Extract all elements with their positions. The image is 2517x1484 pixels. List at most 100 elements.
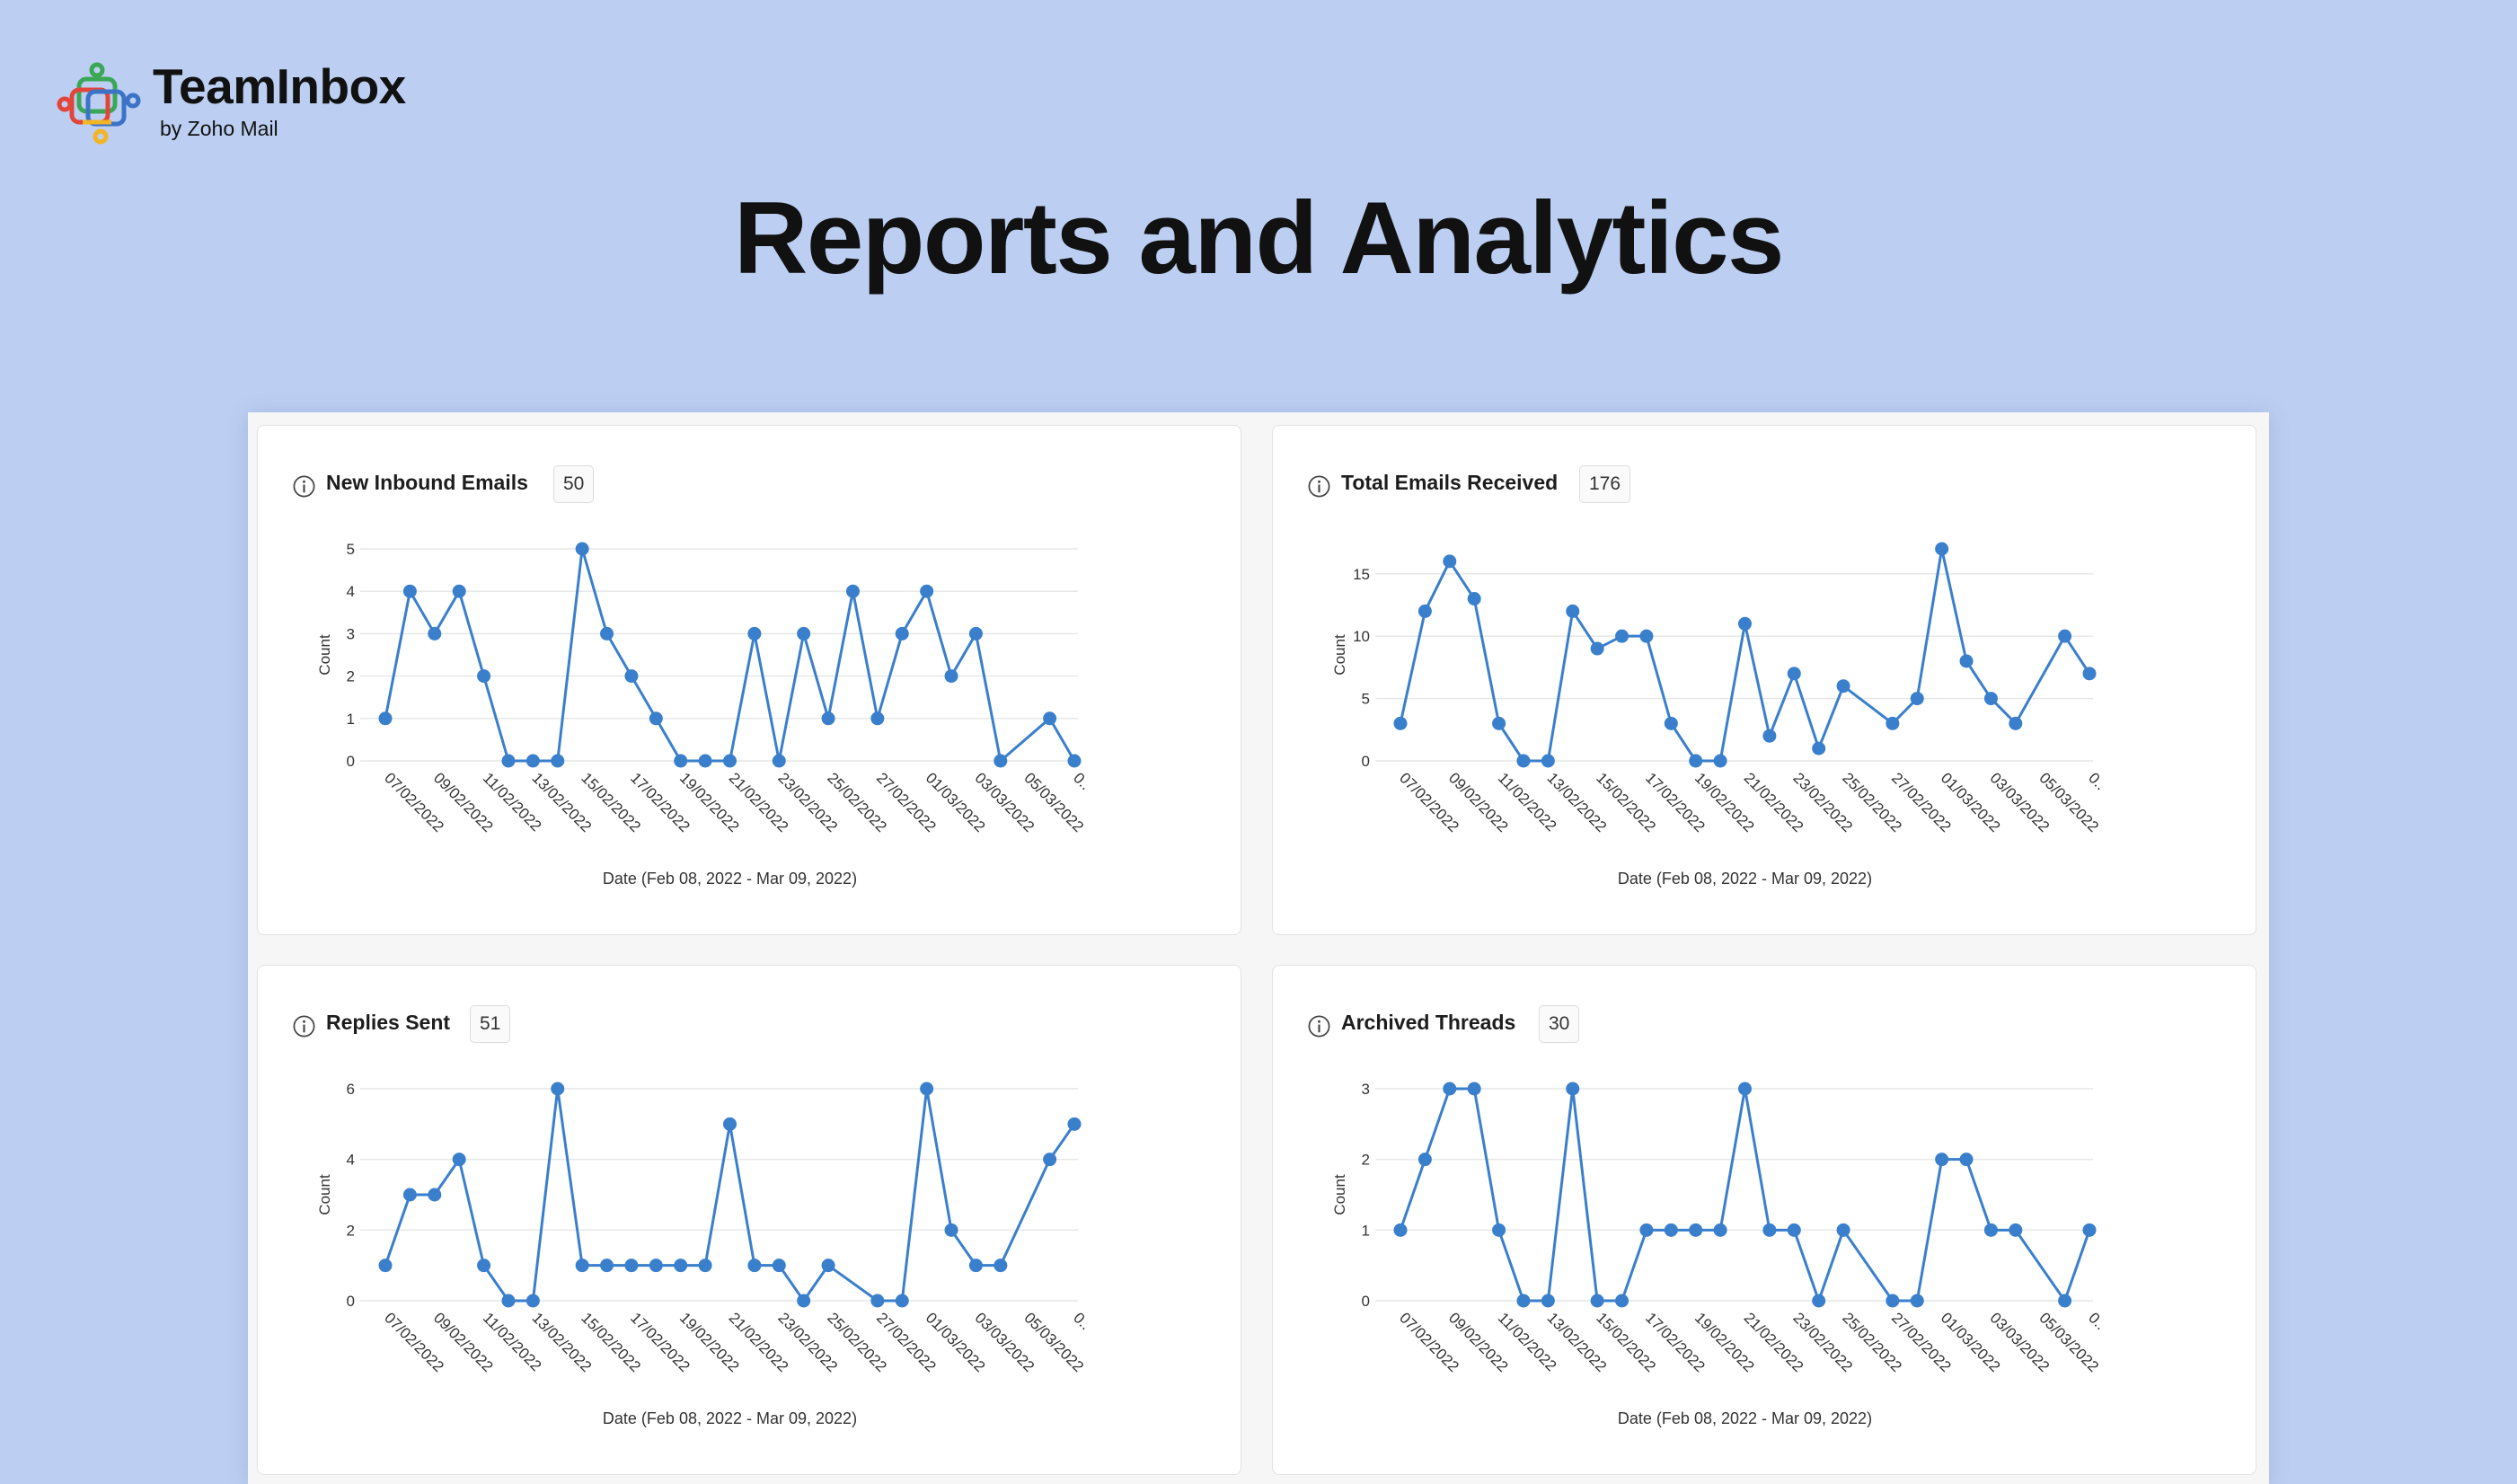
data-point	[821, 711, 835, 726]
data-point	[994, 1259, 1008, 1273]
reports-panel: New Inbound Emails 50 0 1 2 3 4 5 Count 07/02/2…	[248, 412, 2269, 1484]
x-axis-label: Date (Feb 08, 2022 - Mar 09, 2022)	[1618, 870, 1872, 888]
y-tick-label: 2	[347, 1222, 355, 1239]
data-point	[772, 754, 786, 768]
line-chart: 051015Count07/02/202209/02/202211/02/202…	[1331, 542, 2109, 888]
y-axis-label: Count	[1331, 1174, 1348, 1215]
y-tick-label: 3	[347, 625, 355, 642]
data-point	[525, 754, 540, 768]
x-tick-label: 0..	[2085, 769, 2109, 793]
data-point	[1983, 1223, 1998, 1237]
data-point	[452, 1153, 466, 1167]
card-header: Total Emails Received 176	[1273, 465, 2256, 507]
data-point	[402, 584, 417, 598]
data-point	[1541, 754, 1555, 768]
info-icon[interactable]	[292, 474, 316, 499]
data-point	[2082, 667, 2097, 681]
y-tick-label: 6	[347, 1081, 355, 1098]
line-chart: 012345Count07/02/202209/02/202211/02/202…	[316, 541, 1094, 888]
data-point	[1935, 1153, 1949, 1167]
data-point	[624, 669, 639, 684]
x-tick-label: 0..	[1070, 769, 1094, 793]
x-axis-label: Date (Feb 08, 2022 - Mar 09, 2022)	[603, 870, 857, 888]
data-point	[1836, 1223, 1850, 1237]
card-title: Replies Sent	[326, 1011, 451, 1034]
line-chart: 0246Count07/02/202209/02/202211/02/20221…	[316, 1081, 1094, 1427]
data-point	[1983, 692, 1998, 706]
data-point	[1959, 654, 1974, 668]
page-title: Reports and Analytics	[734, 181, 1784, 296]
report-card-total-received: Total Emails Received 176 0 5 10 15 Count 07/…	[1272, 425, 2256, 935]
y-tick-label: 10	[1353, 628, 1370, 645]
card-header: Archived Threads 30	[1273, 1005, 2256, 1047]
data-point	[501, 1294, 516, 1308]
data-point	[723, 754, 737, 768]
data-point	[1590, 641, 1604, 656]
data-point	[1443, 1082, 1457, 1096]
brand-logo[interactable]: TeamInbox by Zoho Mail	[56, 56, 451, 155]
data-point	[1689, 754, 1703, 768]
y-axis-label: Count	[1331, 634, 1348, 676]
card-header: New Inbound Emails 50	[258, 465, 1241, 507]
data-point	[1886, 1294, 1900, 1308]
data-point	[1467, 1082, 1481, 1096]
data-point	[797, 626, 811, 640]
card-header: Replies Sent 51	[258, 1005, 1241, 1047]
data-point	[1713, 754, 1727, 768]
info-icon[interactable]	[292, 1014, 316, 1038]
data-point	[1566, 1082, 1580, 1096]
data-point	[575, 1259, 589, 1273]
data-point	[1417, 1153, 1432, 1167]
data-point	[994, 754, 1008, 768]
data-point	[797, 1294, 811, 1308]
data-point	[1043, 711, 1057, 726]
data-point	[968, 626, 983, 640]
data-point	[772, 1259, 786, 1273]
data-point	[428, 626, 442, 640]
data-point	[1787, 667, 1801, 681]
y-tick-label: 3	[1362, 1081, 1370, 1098]
y-tick-label: 1	[347, 711, 355, 728]
data-point	[378, 1259, 393, 1273]
brand-name: TeamInbox	[153, 58, 406, 114]
data-point	[1910, 692, 1924, 706]
data-point	[870, 711, 885, 726]
data-point	[1590, 1294, 1604, 1308]
data-point	[2058, 1294, 2072, 1308]
data-point	[551, 754, 565, 768]
card-title: Total Emails Received	[1341, 471, 1559, 494]
data-point	[477, 1259, 491, 1273]
x-axis-label: Date (Feb 08, 2022 - Mar 09, 2022)	[1618, 1409, 1872, 1427]
info-icon[interactable]	[1307, 474, 1331, 499]
data-point	[1959, 1153, 1974, 1167]
data-point	[1639, 1223, 1654, 1237]
data-point	[2009, 716, 2023, 730]
x-tick-label: 0..	[1070, 1309, 1094, 1333]
data-point	[674, 1259, 688, 1273]
data-point	[845, 584, 860, 598]
teaminbox-logo-icon	[57, 62, 141, 145]
report-card-new-inbound: New Inbound Emails 50 0 1 2 3 4 5 Count 07/02/2…	[257, 425, 1241, 935]
info-icon[interactable]	[1307, 1014, 1331, 1038]
data-point	[1516, 754, 1531, 768]
data-point	[944, 669, 958, 684]
data-point	[1738, 616, 1752, 631]
y-tick-label: 2	[347, 668, 355, 685]
data-point	[575, 542, 589, 556]
y-tick-label: 0	[347, 1293, 355, 1310]
count-badge: 30	[1539, 1005, 1580, 1043]
y-tick-label: 5	[1362, 691, 1370, 708]
data-point	[920, 1082, 934, 1096]
data-point	[920, 584, 934, 598]
data-point	[477, 669, 491, 684]
data-point	[2058, 629, 2072, 643]
data-point	[600, 626, 614, 640]
data-point	[895, 1294, 909, 1308]
count-badge: 50	[553, 465, 595, 503]
count-badge: 176	[1579, 465, 1631, 503]
series-line	[384, 547, 1076, 763]
data-point	[1664, 1223, 1678, 1237]
data-point	[525, 1294, 540, 1308]
data-point	[1639, 629, 1654, 643]
count-badge: 51	[470, 1005, 511, 1043]
